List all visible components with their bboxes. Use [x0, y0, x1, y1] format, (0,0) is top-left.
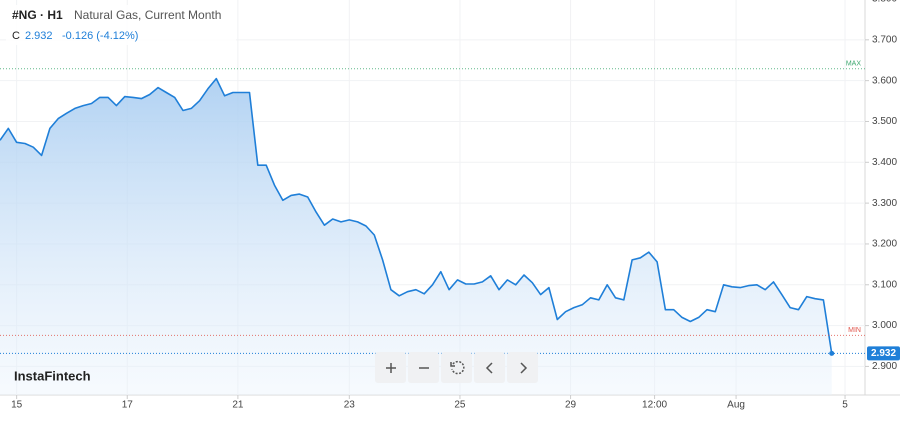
min-line-label: MIN	[848, 327, 861, 334]
y-tick-label: 3.300	[872, 198, 897, 209]
change: -0.126 (-4.12%)	[62, 30, 138, 42]
y-tick-label: 3.700	[872, 34, 897, 45]
x-tick-label: 5	[842, 400, 848, 411]
area	[0, 78, 832, 395]
scroll-left[interactable]	[474, 352, 505, 383]
close-tag	[867, 346, 900, 361]
scroll-right[interactable]	[507, 352, 538, 383]
y-tick-label: 3.200	[872, 239, 897, 250]
y-tick-label: 3.000	[872, 320, 897, 331]
chart-title: Natural Gas, Current Month	[74, 8, 221, 22]
y-tick-label: 3.800	[872, 0, 897, 5]
zoom-out[interactable]	[408, 352, 439, 383]
x-tick-label: 23	[344, 400, 356, 411]
price-line	[0, 77, 833, 354]
close-label: C	[12, 30, 20, 42]
toolbar	[375, 352, 538, 383]
y-tick-label: 3.600	[872, 75, 897, 86]
brand: InstaFintech	[14, 368, 91, 383]
y-tick-label: 3.500	[872, 116, 897, 127]
y-tick-label: 3.400	[872, 157, 897, 168]
y-tick-label: 3.100	[872, 279, 897, 290]
close-tag-label: 2.932	[871, 348, 896, 359]
x-tick-label: 17	[122, 400, 134, 411]
close-value: 2.932	[25, 30, 53, 42]
header-bg	[6, 5, 236, 45]
max-line-label: MAX	[846, 61, 862, 68]
zoom-in[interactable]	[375, 352, 406, 383]
x-tick-label: 21	[232, 400, 244, 411]
x-tick-label: 12:00	[642, 400, 667, 411]
x-tick-label: 15	[11, 400, 23, 411]
x-tick-label: 25	[454, 400, 466, 411]
symbol: #NG · H1	[12, 8, 63, 22]
reset[interactable]	[441, 352, 472, 383]
y-tick-label: 2.900	[872, 361, 897, 372]
x-tick-label: Aug	[727, 400, 745, 411]
x-tick-label: 29	[565, 400, 577, 411]
